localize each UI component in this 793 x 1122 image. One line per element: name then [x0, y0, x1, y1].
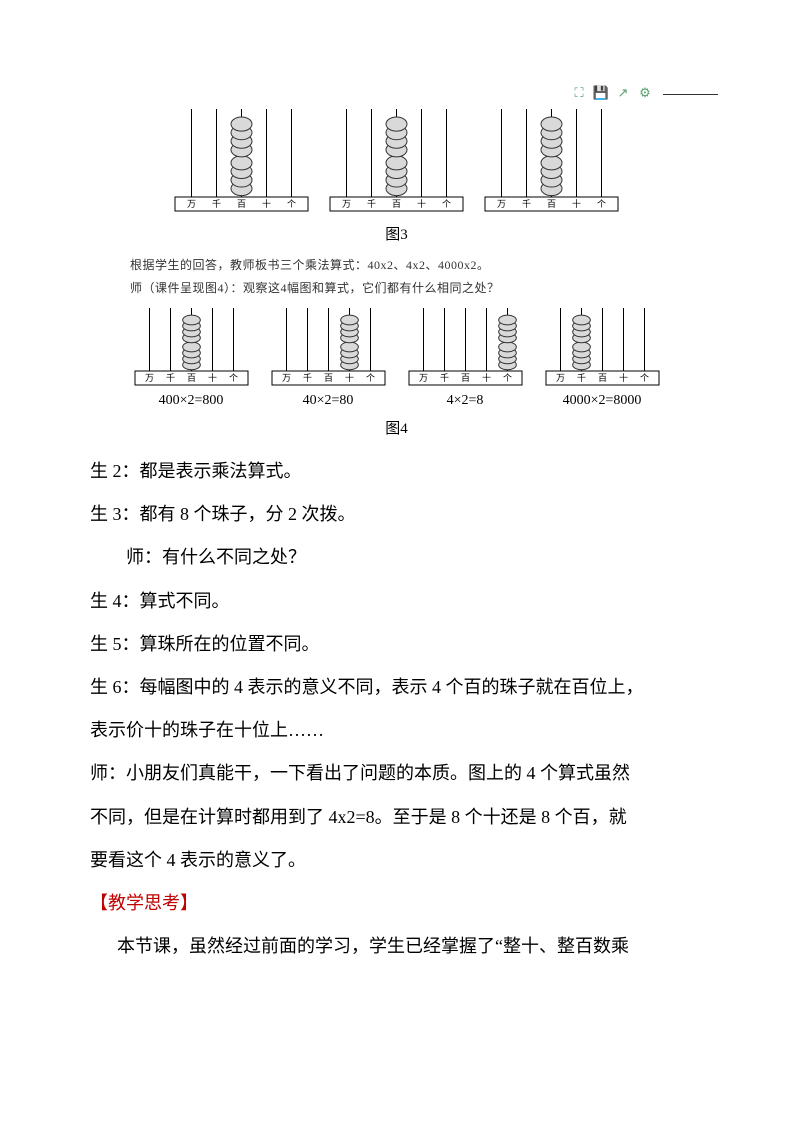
expand-icon[interactable]: ⛶ — [571, 85, 587, 101]
svg-text:个: 个 — [502, 373, 511, 383]
svg-text:百: 百 — [597, 373, 606, 383]
svg-text:千: 千 — [165, 373, 174, 383]
svg-text:个: 个 — [639, 373, 648, 383]
teacher-q1: 师：有什么不同之处？ — [90, 536, 703, 579]
student-2-line: 生 2：都是表示乘法算式。 — [90, 450, 703, 493]
svg-text:千: 千 — [367, 199, 376, 209]
student-5-line: 生 5：算珠所在的位置不同。 — [90, 623, 703, 666]
divider — [663, 94, 718, 95]
abacus-item: 万 千 百 十 个 4000×2=8000 — [540, 304, 665, 409]
svg-text:千: 千 — [522, 199, 531, 209]
svg-text:万: 万 — [144, 373, 153, 383]
equation-label: 4000×2=8000 — [563, 393, 642, 409]
save-icon[interactable]: 💾 — [593, 85, 609, 101]
svg-text:千: 千 — [576, 373, 585, 383]
svg-text:个: 个 — [365, 373, 374, 383]
abacus-diagram: 万千百十个 — [540, 304, 665, 389]
abacus-diagram: 万千百十个 — [169, 105, 314, 215]
abacus-diagram: 万千百十个 — [324, 105, 469, 215]
figure-3-caption: 图3 — [90, 223, 703, 244]
equation-label: 400×2=800 — [159, 393, 224, 409]
svg-text:百: 百 — [392, 199, 401, 209]
svg-text:千: 千 — [439, 373, 448, 383]
abacus-diagram: 万千百十个 — [479, 105, 624, 215]
abacus-diagram: 万千百十个 — [266, 304, 391, 389]
equation-label: 4×2=8 — [447, 393, 484, 409]
svg-text:个: 个 — [287, 199, 296, 209]
svg-text:十: 十 — [618, 372, 627, 383]
toolbar: ⛶ 💾 ↗ ⚙ — [571, 85, 653, 101]
svg-text:万: 万 — [342, 199, 351, 209]
svg-text:十: 十 — [207, 372, 216, 383]
svg-text:百: 百 — [460, 373, 469, 383]
teacher-summary-c: 要看这个 4 表示的意义了。 — [90, 839, 703, 882]
svg-text:万: 万 — [187, 199, 196, 209]
svg-text:百: 百 — [237, 199, 246, 209]
svg-text:万: 万 — [555, 373, 564, 383]
abacus-item: 万 千 百 十 个 40×2=80 — [266, 304, 391, 409]
abacus-diagram: 万千百十个 — [129, 304, 254, 389]
student-3-line: 生 3：都有 8 个珠子，分 2 次拨。 — [90, 493, 703, 536]
svg-text:十: 十 — [344, 372, 353, 383]
abacus-item: 万 千 百 十 个 400×2=800 — [129, 304, 254, 409]
svg-text:个: 个 — [442, 199, 451, 209]
svg-text:千: 千 — [212, 199, 221, 209]
student-6-line-a: 生 6：每幅图中的 4 表示的意义不同，表示 4 个百的珠子就在百位上， — [90, 666, 703, 709]
svg-text:个: 个 — [597, 199, 606, 209]
teacher-summary-a: 师：小朋友们真能干，一下看出了问题的本质。图上的 4 个算式虽然 — [90, 752, 703, 795]
teacher-summary-b: 不同，但是在计算时都用到了 4x2=8。至于是 8 个十还是 8 个百，就 — [90, 796, 703, 839]
svg-text:百: 百 — [186, 373, 195, 383]
paragraph-1: 本节课，虽然经过前面的学习，学生已经掌握了“整十、整百数乘 — [90, 925, 703, 968]
page-content: 万千百十个万千百十个万千百十个 图3 根据学生的回答，教师板书三个乘法算式：40… — [0, 0, 793, 968]
abacus-item: 万 千 百 十 个 4×2=8 — [403, 304, 528, 409]
svg-text:千: 千 — [302, 373, 311, 383]
teaching-reflection-heading: 【教学思考】 — [90, 882, 703, 925]
abacus-item: 万千百十个 — [324, 105, 469, 215]
svg-text:万: 万 — [497, 199, 506, 209]
svg-text:百: 百 — [323, 373, 332, 383]
abacus-item: 万千百十个 — [479, 105, 624, 215]
abacus-diagram: 万千百十个 — [403, 304, 528, 389]
instruction-1: 根据学生的回答，教师板书三个乘法算式：40x2、4x2、4000x2。 — [130, 256, 703, 273]
abacus-item: 万千百十个 — [169, 105, 314, 215]
student-6-line-b: 表示价十的珠子在十位上…… — [90, 709, 703, 752]
settings-icon[interactable]: ⚙ — [637, 85, 653, 101]
svg-text:个: 个 — [228, 373, 237, 383]
figure-4-caption: 图4 — [90, 417, 703, 438]
student-4-line: 生 4：算式不同。 — [90, 580, 703, 623]
svg-text:十: 十 — [481, 372, 490, 383]
equation-label: 40×2=80 — [303, 393, 354, 409]
svg-text:十: 十 — [572, 198, 581, 209]
figure-4-row: 万 千 百 十 个 400×2=800 万 千 百 十 个 40×2=80 万 千 百 十 个 4×2=8 万 千 百 十… — [90, 304, 703, 409]
svg-text:万: 万 — [418, 373, 427, 383]
svg-text:十: 十 — [262, 198, 271, 209]
svg-text:十: 十 — [417, 198, 426, 209]
export-icon[interactable]: ↗ — [615, 85, 631, 101]
svg-text:万: 万 — [281, 373, 290, 383]
figure-3-row: 万千百十个万千百十个万千百十个 — [90, 105, 703, 215]
instruction-2: 师（课件呈现图4）：观察这4幅图和算式，它们都有什么相同之处？ — [130, 279, 703, 296]
svg-text:百: 百 — [547, 199, 556, 209]
